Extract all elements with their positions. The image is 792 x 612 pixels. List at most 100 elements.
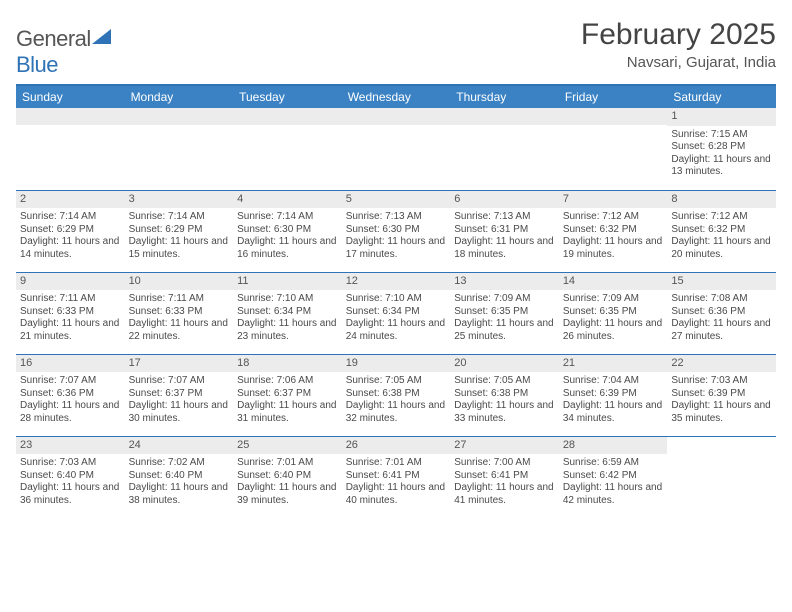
daylight-text: Daylight: 11 hours and 16 minutes. [237, 236, 338, 261]
sunrise-text: Sunrise: 7:11 AM [129, 293, 230, 306]
sunset-text: Sunset: 6:29 PM [20, 224, 121, 237]
sunset-text: Sunset: 6:33 PM [129, 306, 230, 319]
day-header: Friday [559, 85, 668, 108]
day-number: 18 [233, 355, 342, 373]
sunrise-text: Sunrise: 7:09 AM [454, 293, 555, 306]
day-number: 13 [450, 273, 559, 291]
day-number: 19 [342, 355, 451, 373]
day-number: 16 [16, 355, 125, 373]
day-header: Tuesday [233, 85, 342, 108]
daylight-text: Daylight: 11 hours and 27 minutes. [671, 318, 772, 343]
day-cell: 1Sunrise: 7:15 AMSunset: 6:28 PMDaylight… [667, 108, 776, 190]
sunrise-text: Sunrise: 7:13 AM [454, 211, 555, 224]
day-cell: 2Sunrise: 7:14 AMSunset: 6:29 PMDaylight… [16, 190, 125, 272]
sunrise-text: Sunrise: 7:12 AM [563, 211, 664, 224]
sunrise-text: Sunrise: 7:03 AM [20, 457, 121, 470]
day-number: 5 [342, 191, 451, 209]
sunset-text: Sunset: 6:39 PM [671, 388, 772, 401]
day-number: 28 [559, 437, 668, 455]
daylight-text: Daylight: 11 hours and 13 minutes. [671, 154, 772, 179]
sunset-text: Sunset: 6:30 PM [237, 224, 338, 237]
day-cell [450, 108, 559, 190]
sunrise-text: Sunrise: 7:06 AM [237, 375, 338, 388]
week-row: 23Sunrise: 7:03 AMSunset: 6:40 PMDayligh… [16, 436, 776, 518]
day-header: Wednesday [342, 85, 451, 108]
day-cell: 5Sunrise: 7:13 AMSunset: 6:30 PMDaylight… [342, 190, 451, 272]
day-header: Sunday [16, 85, 125, 108]
day-number: 17 [125, 355, 234, 373]
sunset-text: Sunset: 6:41 PM [454, 470, 555, 483]
day-cell: 27Sunrise: 7:00 AMSunset: 6:41 PMDayligh… [450, 436, 559, 518]
day-header-row: Sunday Monday Tuesday Wednesday Thursday… [16, 85, 776, 108]
sunrise-text: Sunrise: 7:14 AM [237, 211, 338, 224]
day-cell: 15Sunrise: 7:08 AMSunset: 6:36 PMDayligh… [667, 272, 776, 354]
sunrise-text: Sunrise: 7:14 AM [129, 211, 230, 224]
daylight-text: Daylight: 11 hours and 35 minutes. [671, 400, 772, 425]
sunrise-text: Sunrise: 7:08 AM [671, 293, 772, 306]
daylight-text: Daylight: 11 hours and 39 minutes. [237, 482, 338, 507]
calendar-body: 1Sunrise: 7:15 AMSunset: 6:28 PMDaylight… [16, 108, 776, 518]
day-number: 7 [559, 191, 668, 209]
day-number: 15 [667, 273, 776, 291]
sunset-text: Sunset: 6:30 PM [346, 224, 447, 237]
day-header: Monday [125, 85, 234, 108]
sunset-text: Sunset: 6:35 PM [454, 306, 555, 319]
sunrise-text: Sunrise: 7:10 AM [237, 293, 338, 306]
sunrise-text: Sunrise: 7:04 AM [563, 375, 664, 388]
sunset-text: Sunset: 6:34 PM [237, 306, 338, 319]
daylight-text: Daylight: 11 hours and 38 minutes. [129, 482, 230, 507]
day-cell: 16Sunrise: 7:07 AMSunset: 6:36 PMDayligh… [16, 354, 125, 436]
week-row: 16Sunrise: 7:07 AMSunset: 6:36 PMDayligh… [16, 354, 776, 436]
sunrise-text: Sunrise: 7:05 AM [346, 375, 447, 388]
month-title: February 2025 [581, 18, 776, 52]
empty-day-header [233, 108, 342, 125]
day-number: 25 [233, 437, 342, 455]
day-cell: 20Sunrise: 7:05 AMSunset: 6:38 PMDayligh… [450, 354, 559, 436]
sunset-text: Sunset: 6:32 PM [671, 224, 772, 237]
day-cell: 11Sunrise: 7:10 AMSunset: 6:34 PMDayligh… [233, 272, 342, 354]
sunrise-text: Sunrise: 7:00 AM [454, 457, 555, 470]
sunset-text: Sunset: 6:29 PM [129, 224, 230, 237]
day-cell: 26Sunrise: 7:01 AMSunset: 6:41 PMDayligh… [342, 436, 451, 518]
week-row: 1Sunrise: 7:15 AMSunset: 6:28 PMDaylight… [16, 108, 776, 190]
daylight-text: Daylight: 11 hours and 34 minutes. [563, 400, 664, 425]
sunset-text: Sunset: 6:41 PM [346, 470, 447, 483]
daylight-text: Daylight: 11 hours and 17 minutes. [346, 236, 447, 261]
day-number: 8 [667, 191, 776, 209]
day-number: 23 [16, 437, 125, 455]
sunrise-text: Sunrise: 7:09 AM [563, 293, 664, 306]
daylight-text: Daylight: 11 hours and 20 minutes. [671, 236, 772, 261]
sunset-text: Sunset: 6:40 PM [237, 470, 338, 483]
sunset-text: Sunset: 6:40 PM [129, 470, 230, 483]
day-cell: 28 Sunrise: 6:59 AMSunset: 6:42 PMDayligh… [559, 436, 668, 518]
day-number: 3 [125, 191, 234, 209]
sunset-text: Sunset: 6:38 PM [346, 388, 447, 401]
sunrise-text: Sunrise: 7:07 AM [20, 375, 121, 388]
day-number: 27 [450, 437, 559, 455]
logo-text: General Blue [16, 26, 113, 78]
sunset-text: Sunset: 6:28 PM [671, 141, 772, 154]
daylight-text: Daylight: 11 hours and 31 minutes. [237, 400, 338, 425]
day-number: 20 [450, 355, 559, 373]
sunset-text: Sunset: 6:42 PM [563, 470, 664, 483]
day-number: 1 [667, 108, 776, 126]
daylight-text: Daylight: 11 hours and 42 minutes. [563, 482, 664, 507]
sunrise-text: Sunrise: 6:59 AM [563, 457, 664, 470]
day-cell: 8Sunrise: 7:12 AMSunset: 6:32 PMDaylight… [667, 190, 776, 272]
logo-text-blue: Blue [16, 52, 58, 77]
sunrise-text: Sunrise: 7:07 AM [129, 375, 230, 388]
empty-day-header [450, 108, 559, 125]
day-cell [559, 108, 668, 190]
daylight-text: Daylight: 11 hours and 21 minutes. [20, 318, 121, 343]
day-cell: 13Sunrise: 7:09 AMSunset: 6:35 PMDayligh… [450, 272, 559, 354]
day-header: Saturday [667, 85, 776, 108]
sunrise-text: Sunrise: 7:05 AM [454, 375, 555, 388]
daylight-text: Daylight: 11 hours and 24 minutes. [346, 318, 447, 343]
daylight-text: Daylight: 11 hours and 32 minutes. [346, 400, 447, 425]
daylight-text: Daylight: 11 hours and 28 minutes. [20, 400, 121, 425]
day-number: 14 [559, 273, 668, 291]
day-number: 11 [233, 273, 342, 291]
day-cell: 23Sunrise: 7:03 AMSunset: 6:40 PMDayligh… [16, 436, 125, 518]
calendar-table: Sunday Monday Tuesday Wednesday Thursday… [16, 84, 776, 518]
day-cell: 14Sunrise: 7:09 AMSunset: 6:35 PMDayligh… [559, 272, 668, 354]
